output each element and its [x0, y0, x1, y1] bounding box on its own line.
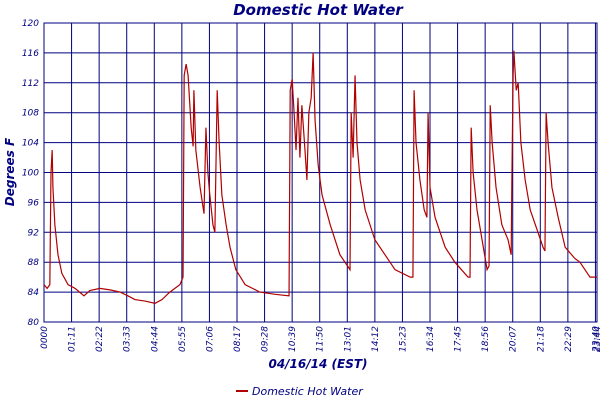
x-tick-label: 07:06: [205, 326, 215, 352]
y-axis-label: Degrees F: [3, 137, 17, 206]
y-tick-label: 84: [28, 288, 40, 298]
x-tick-label: 23:40: [591, 326, 600, 352]
y-tick-label: 112: [22, 79, 39, 89]
x-tick-label: 08:17: [233, 326, 243, 352]
y-tick-label: 104: [22, 139, 39, 149]
y-tick-label: 108: [22, 109, 39, 119]
x-tick-label: 0000: [40, 326, 50, 349]
x-tick-label: 16:34: [426, 326, 436, 352]
x-tick-label: 23:44: [593, 326, 600, 352]
y-tick-label: 120: [22, 19, 39, 29]
chart-title: Domestic Hot Water: [233, 1, 404, 19]
x-tick-label: 11:50: [316, 326, 326, 352]
data-line: [43, 50, 597, 304]
x-tick-label: 04:44: [150, 326, 160, 352]
y-tick-label: 100: [22, 169, 39, 179]
y-tick-label: 92: [28, 228, 40, 238]
y-tick-label: 88: [28, 258, 40, 268]
x-tick-label: 13:01: [343, 326, 353, 352]
x-tick-label: 09:28: [261, 326, 271, 352]
x-tick-label: 03:33: [123, 326, 133, 352]
x-tick-label: 10:39: [288, 326, 298, 352]
x-tick-label: 01:11: [68, 326, 78, 352]
x-tick-label: 20:07: [509, 326, 519, 352]
x-tick-label: 22:29: [564, 326, 574, 352]
x-tick-label: 17:45: [454, 326, 464, 352]
legend-label: Domestic Hot Water: [252, 385, 364, 398]
x-axis-label: 04/16/14 (EST): [268, 357, 367, 371]
x-tick-label: 02:22: [95, 326, 105, 352]
x-tick-label: 21:18: [536, 326, 546, 352]
x-tick-label: 14:12: [371, 326, 381, 352]
x-tick-label: 18:56: [481, 326, 491, 352]
y-tick-label: 80: [28, 318, 40, 328]
x-tick-label: 15:23: [398, 326, 408, 352]
y-tick-label: 116: [22, 49, 39, 59]
y-tick-label: 96: [28, 198, 40, 208]
x-tick-label: 05:55: [178, 326, 188, 352]
